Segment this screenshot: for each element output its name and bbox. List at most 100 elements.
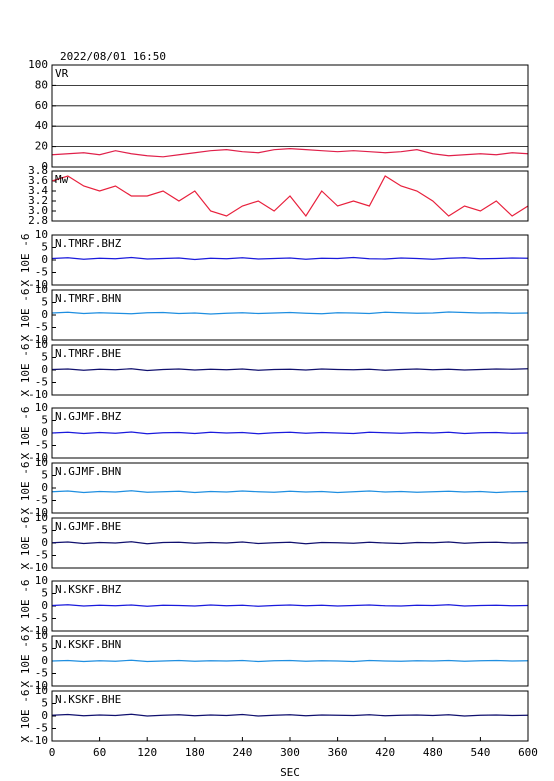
y-tick-label: 10	[35, 629, 48, 642]
y-tick-label: -10	[28, 561, 48, 574]
y-tick-label: -10	[28, 333, 48, 346]
y-tick-label: -5	[35, 376, 48, 389]
y-tick-label: 5	[41, 241, 48, 254]
data-line	[51, 256, 529, 261]
y-axis-label: X 10E -6	[19, 234, 32, 287]
y-tick-label: 10	[35, 684, 48, 697]
y-tick-label: 10	[35, 574, 48, 587]
y-tick-label: -5	[35, 439, 48, 452]
x-tick-label: 360	[328, 746, 348, 759]
panel-label: N.TMRF.BHZ	[55, 237, 122, 250]
panel-label: N.GJMF.BHE	[55, 520, 121, 533]
y-tick-label: 0	[41, 160, 48, 173]
panel-frame	[51, 64, 529, 168]
y-tick-label: 5	[41, 697, 48, 710]
y-tick-label: 0	[41, 599, 48, 612]
y-tick-label: 10	[35, 228, 48, 241]
x-tick-label: 480	[423, 746, 443, 759]
y-tick-label: 100	[28, 58, 48, 71]
y-tick-label: -10	[28, 278, 48, 291]
panel-label: N.TMRF.BHE	[55, 347, 121, 360]
y-axis-label: X 10E -6	[19, 580, 32, 633]
panel-label: N.TMRF.BHN	[55, 292, 121, 305]
y-tick-label: 3.6	[28, 174, 48, 187]
x-tick-label: 600	[518, 746, 538, 759]
data-line	[51, 175, 529, 218]
data-line	[51, 490, 529, 494]
y-tick-label: 5	[41, 587, 48, 600]
y-tick-label: -5	[35, 549, 48, 562]
data-line	[51, 311, 529, 315]
panel-frame	[51, 234, 529, 286]
x-tick-label: 0	[49, 746, 56, 759]
y-tick-label: -5	[35, 667, 48, 680]
y-tick-label: 10	[35, 511, 48, 524]
panel-label: N.KSKF.BHE	[55, 693, 121, 706]
x-axis-label: SEC	[280, 766, 300, 779]
x-tick-label: 240	[232, 746, 252, 759]
data-line	[51, 368, 529, 372]
y-tick-label: 0	[41, 709, 48, 722]
y-tick-label: 20	[35, 140, 48, 153]
y-tick-label: 3.0	[28, 204, 48, 217]
y-tick-label: 5	[41, 524, 48, 537]
data-line	[51, 659, 529, 663]
y-tick-label: 5	[41, 414, 48, 427]
y-tick-label: -5	[35, 494, 48, 507]
x-tick-label: 540	[470, 746, 490, 759]
y-tick-label: -5	[35, 321, 48, 334]
y-tick-label: 3.4	[28, 184, 48, 197]
y-tick-label: 0	[41, 363, 48, 376]
y-tick-label: 10	[35, 401, 48, 414]
panel-frame	[51, 289, 529, 341]
y-tick-label: -10	[28, 679, 48, 692]
data-line	[51, 148, 529, 158]
data-line	[51, 713, 529, 717]
y-tick-label: 40	[35, 119, 48, 132]
panel-label: N.GJMF.BHZ	[55, 410, 122, 423]
y-tick-label: 10	[35, 456, 48, 469]
y-tick-label: -10	[28, 506, 48, 519]
y-axis-label: X 10E -6	[19, 289, 32, 342]
panel-label: N.GJMF.BHN	[55, 465, 121, 478]
panel-frame	[51, 407, 529, 459]
y-tick-label: 2.8	[28, 214, 48, 227]
y-tick-label: 80	[35, 78, 48, 91]
panel-frame	[51, 580, 529, 632]
panel-frame	[51, 344, 529, 396]
y-tick-label: 3.2	[28, 194, 48, 207]
y-tick-label: 0	[41, 536, 48, 549]
y-tick-label: 0	[41, 253, 48, 266]
data-line	[51, 431, 529, 435]
panel-frame	[51, 517, 529, 569]
y-tick-label: -10	[28, 734, 48, 747]
y-tick-label: 0	[41, 308, 48, 321]
y-axis-label: X 10E -6	[19, 690, 32, 743]
y-axis-label: X 10E -6	[19, 517, 32, 570]
y-tick-label: -5	[35, 612, 48, 625]
panel-frame	[51, 170, 529, 222]
x-tick-label: 120	[137, 746, 157, 759]
panel-label: N.KSKF.BHZ	[55, 583, 122, 596]
data-line	[51, 604, 529, 607]
y-tick-label: -10	[28, 388, 48, 401]
y-tick-label: 10	[35, 283, 48, 296]
panel-label: N.KSKF.BHN	[55, 638, 121, 651]
y-tick-label: -5	[35, 266, 48, 279]
y-tick-label: -10	[28, 451, 48, 464]
y-tick-label: -10	[28, 624, 48, 637]
x-tick-label: 60	[93, 746, 106, 759]
panel-frame	[51, 462, 529, 514]
y-tick-label: 3.8	[28, 164, 48, 177]
y-axis-label: X 10E -6	[19, 407, 32, 460]
data-line	[51, 541, 529, 545]
y-tick-label: 0	[41, 481, 48, 494]
y-axis-label: X 10E -6	[19, 462, 32, 515]
y-axis-label: X 10E -6	[19, 344, 32, 397]
y-tick-label: 10	[35, 338, 48, 351]
y-tick-label: 5	[41, 351, 48, 364]
y-tick-label: 0	[41, 654, 48, 667]
